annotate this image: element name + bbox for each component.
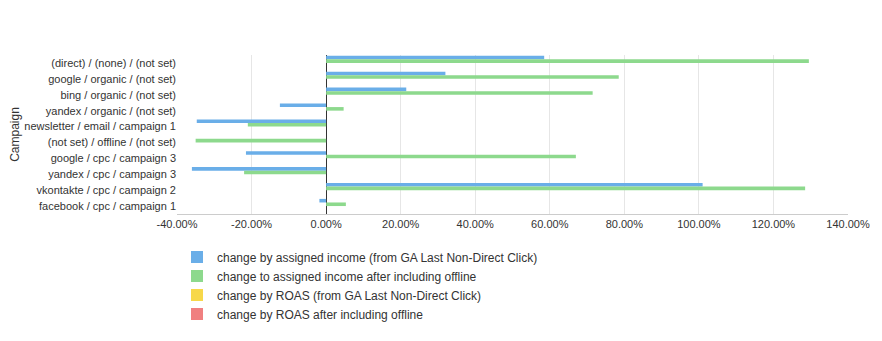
svg-text:140.00%: 140.00% bbox=[826, 218, 870, 230]
svg-text:0.00%: 0.00% bbox=[311, 218, 342, 230]
svg-text:60.00%: 60.00% bbox=[531, 218, 569, 230]
svg-text:change to assigned income afte: change to assigned income after includin… bbox=[217, 270, 477, 284]
svg-text:google / cpc / campaign 3: google / cpc / campaign 3 bbox=[51, 152, 176, 164]
svg-text:Campaign: Campaign bbox=[8, 107, 22, 162]
svg-text:vkontakte / cpc / campaign 2: vkontakte / cpc / campaign 2 bbox=[37, 184, 176, 196]
svg-text:(direct) / (none) / (not set): (direct) / (none) / (not set) bbox=[51, 57, 176, 69]
svg-text:-40.00%: -40.00% bbox=[157, 218, 198, 230]
svg-text:change by assigned income (fro: change by assigned income (from GA Last … bbox=[217, 251, 537, 265]
svg-text:newsletter / email / campaign: newsletter / email / campaign 1 bbox=[24, 120, 176, 132]
svg-text:(not set) / offline / (not set: (not set) / offline / (not set) bbox=[48, 136, 176, 148]
svg-text:google / organic / (not set): google / organic / (not set) bbox=[48, 73, 176, 85]
svg-text:facebook / cpc / campaign 1: facebook / cpc / campaign 1 bbox=[39, 200, 176, 212]
svg-text:yandex / organic / (not set): yandex / organic / (not set) bbox=[46, 105, 176, 117]
svg-text:100.00%: 100.00% bbox=[677, 218, 721, 230]
svg-text:80.00%: 80.00% bbox=[606, 218, 644, 230]
svg-text:20.00%: 20.00% bbox=[382, 218, 420, 230]
svg-text:bing / organic / (not set): bing / organic / (not set) bbox=[60, 89, 176, 101]
svg-text:40.00%: 40.00% bbox=[457, 218, 495, 230]
svg-text:120.00%: 120.00% bbox=[752, 218, 796, 230]
svg-text:-20.00%: -20.00% bbox=[231, 218, 272, 230]
svg-text:change by ROAS (from GA Last N: change by ROAS (from GA Last Non-Direct … bbox=[217, 289, 481, 303]
svg-text:yandex / cpc / campaign 3: yandex / cpc / campaign 3 bbox=[48, 168, 176, 180]
svg-text:change by ROAS after including: change by ROAS after including offline bbox=[217, 308, 423, 322]
